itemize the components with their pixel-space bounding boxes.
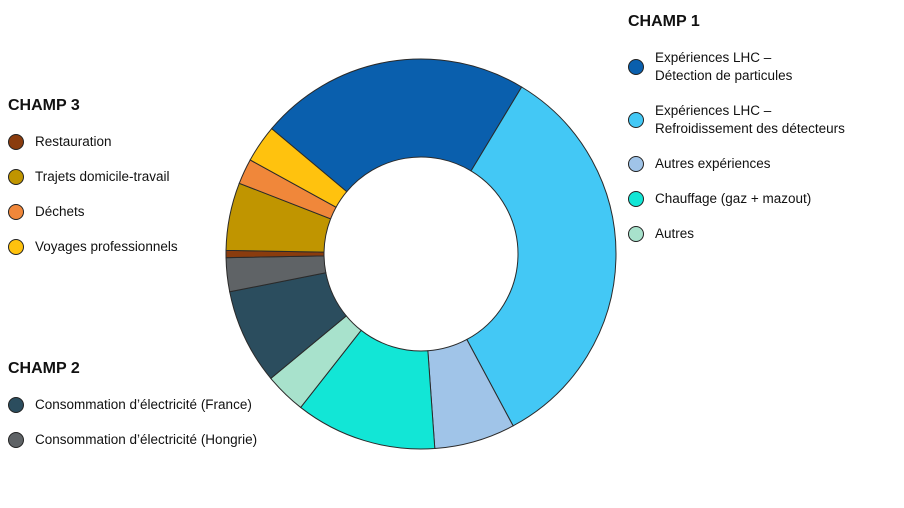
legend-label: Chauffage (gaz + mazout) <box>655 191 812 206</box>
legend-label: Consommation d’électricité (France) <box>35 397 252 412</box>
legend-label: Consommation d’électricité (Hongrie) <box>35 432 258 447</box>
legend-swatch <box>628 226 644 242</box>
legend-swatch <box>8 239 24 255</box>
donut-slice <box>270 58 523 193</box>
legend-label: Autres expériences <box>655 156 771 171</box>
donut-slice <box>466 86 617 427</box>
legend-title: CHAMP 1 <box>628 13 700 30</box>
legend-group: CHAMP 3 Restauration Trajets domicile-trav… <box>8 97 178 273</box>
legend-title: CHAMP 3 <box>8 97 80 114</box>
legend-label: Restauration <box>35 134 112 149</box>
legend-swatch <box>628 191 644 207</box>
legend-swatch <box>628 112 644 128</box>
legend-swatch <box>8 134 24 150</box>
legend-swatch <box>8 204 24 220</box>
legend-label: Expériences LHC – Détection de particule… <box>655 50 793 83</box>
donut-slice <box>249 127 348 208</box>
legend-item: Chauffage (gaz + mazout) <box>628 190 845 208</box>
legend-item: Déchets <box>8 203 178 221</box>
legend-group: CHAMP 2 Consommation d’électricité (Franc… <box>8 360 257 466</box>
legend-label: Expériences LHC – Refroidissement des dé… <box>655 103 845 136</box>
legend-item: Trajets domicile-travail <box>8 168 178 186</box>
legend-item: Voyages professionnels <box>8 238 178 256</box>
legend-swatch <box>8 432 24 448</box>
legend-swatch <box>8 397 24 413</box>
legend-item: Consommation d’électricité (France) <box>8 396 257 414</box>
legend-swatch <box>628 156 644 172</box>
legend-item: Autres expériences <box>628 155 845 173</box>
legend-swatch <box>628 59 644 75</box>
legend-label: Voyages professionnels <box>35 239 178 254</box>
legend-item: Autres <box>628 225 845 243</box>
legend-label: Autres <box>655 226 695 241</box>
legend-item: Expériences LHC – Détection de particule… <box>628 49 845 85</box>
legend-label: Trajets domicile-travail <box>35 169 170 184</box>
legend-swatch <box>8 169 24 185</box>
legend-title: CHAMP 2 <box>8 360 80 377</box>
legend-item: Restauration <box>8 133 178 151</box>
legend-item: Consommation d’électricité (Hongrie) <box>8 431 257 449</box>
legend-item: Expériences LHC – Refroidissement des dé… <box>628 102 845 138</box>
legend-group: CHAMP 1 Expériences LHC – Détection de pa… <box>628 13 845 260</box>
legend-label: Déchets <box>35 204 85 219</box>
